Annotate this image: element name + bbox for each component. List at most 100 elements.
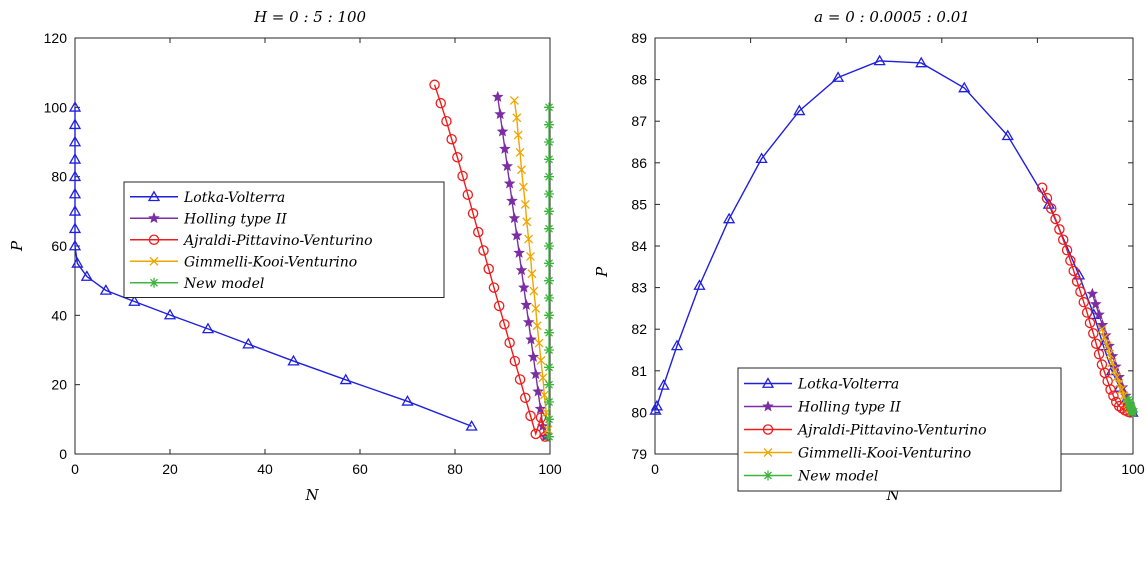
data-point-ajraldi-pittavino-venturino: [1054, 224, 1065, 235]
data-point-gimmelli-kooi-venturino: [517, 165, 526, 175]
data-point-lotka-volterra: [657, 379, 670, 390]
data-point-holling-type-ii: [520, 298, 533, 310]
data-point-lotka-volterra: [68, 187, 82, 199]
data-point-ajraldi-pittavino-venturino: [1057, 234, 1069, 246]
data-point-holling-type-ii: [529, 368, 542, 380]
data-point-gimmelli-kooi-venturino: [520, 199, 530, 209]
data-point-new-model: [544, 258, 555, 269]
data-point-ajraldi-pittavino-venturino: [1090, 338, 1102, 350]
legend-item-gimmelli-kooi-venturino: Gimmelli-Kooi-Venturino: [130, 254, 357, 270]
data-point-gimmelli-kooi-venturino: [1109, 366, 1119, 376]
data-point-lotka-volterra: [831, 71, 845, 82]
data-point-gimmelli-kooi-venturino: [509, 95, 519, 105]
chart-right-ylabel: P: [593, 266, 611, 278]
y-tick-label: 87: [631, 113, 647, 129]
data-point-new-model: [544, 345, 555, 355]
data-point-ajraldi-pittavino-venturino: [1068, 265, 1079, 277]
data-point-ajraldi-pittavino-venturino: [493, 300, 505, 312]
legend-marker: [763, 470, 773, 481]
data-point-gimmelli-kooi-venturino: [1099, 333, 1109, 342]
data-point-new-model: [544, 431, 555, 442]
legend-marker: [149, 256, 159, 266]
data-point-ajraldi-pittavino-venturino: [1093, 348, 1105, 360]
series-holling-type-ii: [491, 90, 552, 442]
legend-item-holling-type-ii: Holling type II: [130, 211, 287, 227]
data-point-ajraldi-pittavino-venturino: [1088, 328, 1099, 339]
data-point-lotka-volterra: [68, 153, 82, 164]
legend-label: Gimmelli-Kooi-Venturino: [798, 446, 971, 462]
x-tick-label: 0: [651, 461, 659, 477]
data-point-lotka-volterra: [755, 152, 768, 164]
data-point-new-model: [544, 397, 555, 407]
chart-left-legend: Lotka-Volterra Holling type II Ajraldi-Pit…: [123, 181, 445, 298]
data-point-ajraldi-pittavino-venturino: [530, 428, 542, 440]
legend-label: Lotka-Volterra: [797, 377, 899, 393]
data-point-gimmelli-kooi-venturino: [532, 321, 542, 331]
data-point-new-model: [1124, 397, 1135, 407]
y-tick-label: 84: [631, 238, 647, 254]
series-line-ajraldi-pittavino-venturino: [433, 84, 546, 437]
legend-marker: [149, 277, 159, 288]
data-point-gimmelli-kooi-venturino: [518, 182, 528, 192]
data-point-new-model: [1127, 407, 1138, 418]
legend-label: Holling type II: [797, 400, 901, 416]
data-point-ajraldi-pittavino-venturino: [514, 374, 526, 385]
data-point-new-model: [544, 310, 555, 321]
data-point-new-model: [544, 223, 555, 234]
x-tick-label: 60: [352, 461, 368, 477]
legend-marker: [762, 400, 774, 412]
legend-item-gimmelli-kooi-venturino: Gimmelli-Kooi-Venturino: [744, 446, 971, 462]
data-point-lotka-volterra: [68, 239, 82, 251]
data-point-holling-type-ii: [506, 194, 518, 206]
data-point-lotka-volterra: [68, 170, 82, 182]
data-point-ajraldi-pittavino-venturino: [1108, 390, 1119, 402]
data-point-new-model: [544, 102, 555, 113]
legend-marker: [761, 377, 775, 388]
legend-label: Ajraldi-Pittavino-Venturino: [182, 233, 373, 249]
data-point-holling-type-ii: [1089, 298, 1102, 310]
data-point-gimmelli-kooi-venturino: [1107, 358, 1117, 367]
legend-item-ajraldi-pittavino-venturino: Ajraldi-Pittavino-Venturino: [130, 233, 373, 249]
data-point-ajraldi-pittavino-venturino: [1078, 296, 1090, 308]
series-new-model: [544, 102, 555, 442]
legend-item-new-model: New model: [744, 469, 878, 485]
data-point-ajraldi-pittavino-venturino: [1081, 307, 1093, 318]
chart-left-ticks: 0 20 40 60 80 100 0 20 40 60 80 100 120: [44, 30, 562, 477]
data-point-holling-type-ii: [1096, 318, 1109, 330]
legend-label: Lotka-Volterra: [183, 190, 285, 206]
data-point-new-model: [544, 379, 555, 390]
data-point-lotka-volterra: [1001, 129, 1014, 141]
data-point-lotka-volterra: [68, 101, 82, 112]
data-point-new-model: [544, 241, 555, 251]
y-tick-label: 80: [631, 404, 647, 420]
data-point-holling-type-ii: [532, 385, 544, 397]
data-point-ajraldi-pittavino-venturino: [446, 133, 457, 145]
data-point-new-model: [544, 327, 555, 338]
data-point-holling-type-ii: [1099, 329, 1112, 341]
data-point-new-model: [544, 362, 555, 373]
legend-label: Ajraldi-Pittavino-Venturino: [796, 423, 987, 439]
data-point-gimmelli-kooi-venturino: [527, 269, 537, 279]
data-point-gimmelli-kooi-venturino: [1117, 385, 1126, 394]
data-point-gimmelli-kooi-venturino: [515, 147, 525, 157]
data-point-ajraldi-pittavino-venturino: [1084, 317, 1096, 329]
data-point-holling-type-ii: [513, 246, 525, 258]
data-point-gimmelli-kooi-venturino: [526, 251, 535, 261]
data-point-holling-type-ii: [510, 229, 523, 241]
data-point-ajraldi-pittavino-venturino: [1050, 213, 1061, 225]
data-point-lotka-volterra: [68, 118, 82, 130]
data-point-gimmelli-kooi-venturino: [513, 130, 523, 140]
data-point-new-model: [544, 414, 555, 425]
chart-left-title: H = 0 : 5 : 100: [253, 8, 367, 26]
data-point-lotka-volterra: [80, 270, 93, 281]
series-new-model: [1123, 394, 1138, 418]
y-tick-label: 60: [51, 238, 67, 254]
data-point-gimmelli-kooi-venturino: [1105, 349, 1115, 359]
data-point-ajraldi-pittavino-venturino: [483, 263, 494, 275]
data-point-ajraldi-pittavino-venturino: [467, 208, 479, 219]
data-point-new-model: [544, 137, 555, 147]
data-point-lotka-volterra: [68, 205, 82, 216]
data-point-lotka-volterra: [163, 308, 177, 320]
data-point-gimmelli-kooi-venturino: [529, 286, 539, 296]
